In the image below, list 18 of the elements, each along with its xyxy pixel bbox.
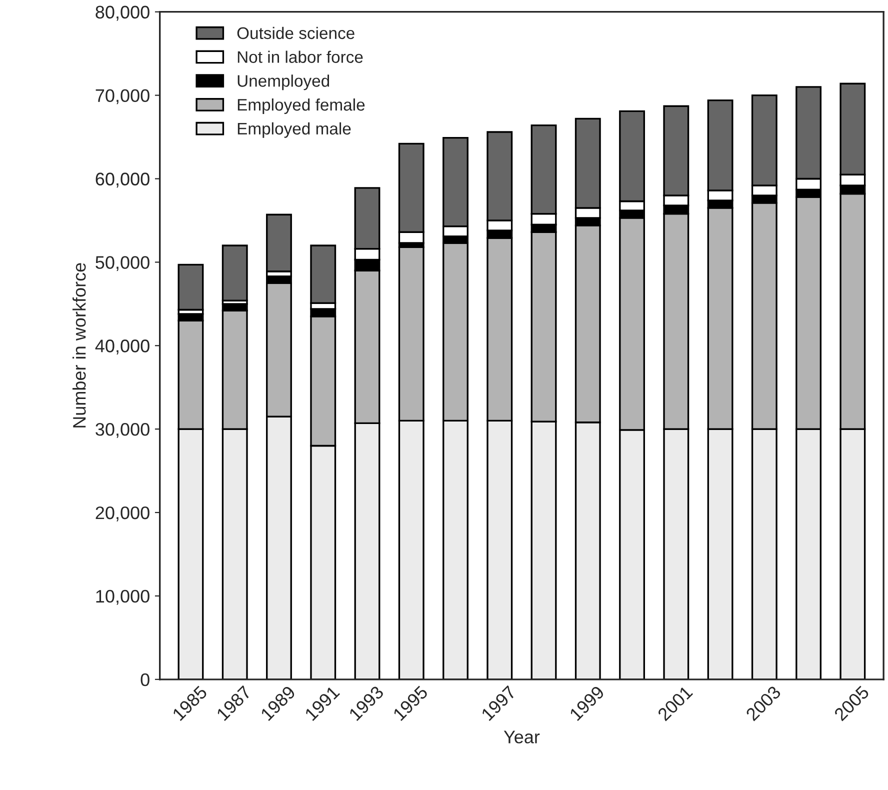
y-tick-label: 20,000	[96, 506, 150, 522]
y-tick-label: 50,000	[96, 256, 150, 272]
legend-label: Not in labor force	[238, 50, 363, 63]
legend-label: Unemployed	[238, 74, 330, 90]
legend-label: Employed female	[238, 98, 365, 114]
y-tick-label: 30,000	[96, 423, 150, 438]
bar	[222, 244, 248, 302]
x-axis-title: Year	[504, 730, 540, 744]
legend-label: Outside science	[237, 26, 354, 40]
legend-label: Employed male	[238, 122, 351, 138]
y-tick-label: 60,000	[96, 172, 150, 188]
y-tick-label: 10,000	[96, 590, 150, 605]
y-tick-label: 40,000	[95, 340, 150, 354]
y-tick-label: 80,000	[96, 6, 150, 21]
bar	[178, 264, 204, 311]
y-axis-title: Number in workforce	[72, 263, 86, 428]
y-tick-label: 70,000	[96, 89, 150, 104]
y-tick-label: 0	[140, 673, 150, 686]
